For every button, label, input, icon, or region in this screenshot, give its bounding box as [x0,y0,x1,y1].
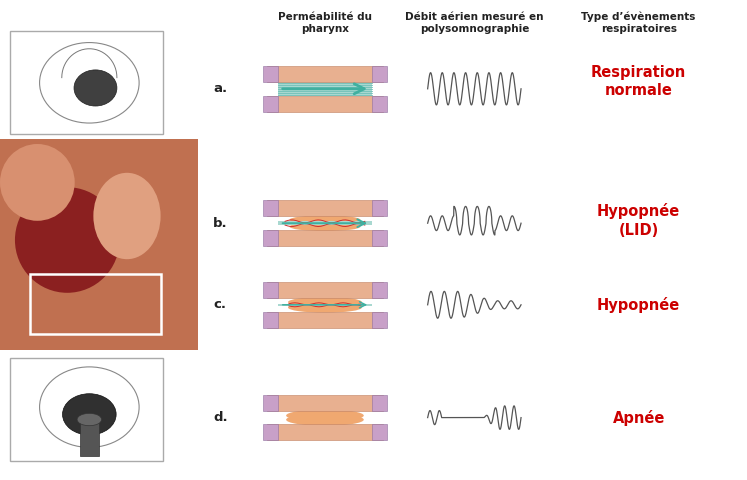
Text: Type d’évènements
respiratoires: Type d’évènements respiratoires [581,12,696,34]
Ellipse shape [63,394,116,435]
Bar [278,82,372,96]
Bar [262,230,278,246]
Text: a.: a. [214,82,227,96]
Ellipse shape [93,173,161,259]
Bar [267,230,382,246]
Bar [80,420,99,456]
Bar [372,96,388,111]
Bar [372,424,388,440]
Bar [372,230,388,246]
Bar [278,221,372,225]
Ellipse shape [288,297,362,307]
Bar [372,66,388,82]
Bar [372,282,388,298]
Text: b.: b. [213,216,228,230]
Ellipse shape [289,216,361,224]
Bar [30,274,161,334]
Ellipse shape [288,302,362,312]
Bar [278,304,372,306]
Bar [262,282,278,298]
Bar [267,395,382,411]
Bar [262,66,278,82]
Text: Hypopnée: Hypopnée [597,297,681,313]
Bar [262,312,278,327]
Text: Hypopnée
(LID): Hypopnée (LID) [597,204,681,238]
Bar [262,96,278,111]
Text: Apnée: Apnée [613,409,665,426]
Ellipse shape [0,144,75,221]
Bar [267,201,382,216]
Ellipse shape [286,413,364,426]
Ellipse shape [289,222,361,231]
Bar [267,66,382,82]
Ellipse shape [15,187,120,293]
Ellipse shape [74,70,117,106]
Text: c.: c. [214,298,227,312]
Bar [267,424,382,440]
Text: Débit aérien mesuré en
polysomnographie: Débit aérien mesuré en polysomnographie [405,12,544,34]
Bar [372,201,388,216]
Bar [372,312,388,327]
Bar [372,395,388,411]
Bar [262,395,278,411]
Ellipse shape [286,409,364,422]
Bar [267,96,382,111]
Ellipse shape [77,413,102,426]
Text: d.: d. [213,411,228,424]
Bar [267,312,382,327]
Bar [262,201,278,216]
Text: Respiration
normale: Respiration normale [591,65,686,98]
Bar [262,424,278,440]
Bar [10,358,163,461]
Text: Perméabilité du
pharynx: Perméabilité du pharynx [278,12,372,34]
Bar [267,282,382,298]
Bar [10,31,163,134]
Bar [0,139,198,350]
